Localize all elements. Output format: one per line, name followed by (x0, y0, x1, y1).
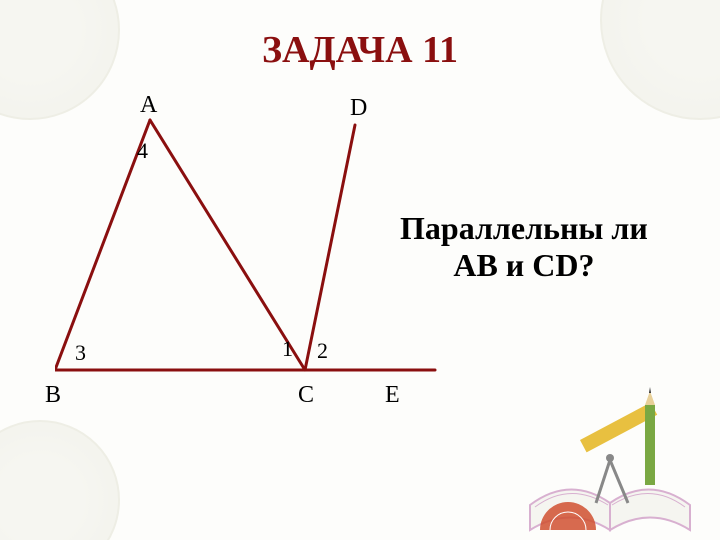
label-angle3: 3 (75, 340, 86, 366)
question-line2: AB и CD? (400, 247, 648, 284)
label-angle4: 4 (137, 138, 148, 164)
label-angle2: 2 (317, 338, 328, 364)
clipart-stationery (510, 385, 710, 535)
label-C: C (298, 382, 314, 409)
question-text: Параллельны ли AB и CD? (400, 210, 648, 284)
page-title: ЗАДАЧА 11 (0, 28, 720, 72)
clipart-svg (510, 385, 710, 535)
label-A: A (140, 92, 157, 119)
label-angle1: 1 (282, 336, 293, 362)
question-line1: Параллельны ли (400, 210, 648, 247)
label-D: D (350, 95, 367, 122)
label-B: B (45, 382, 61, 409)
label-E: E (385, 382, 400, 409)
title-text: ЗАДАЧА 11 (262, 29, 458, 71)
